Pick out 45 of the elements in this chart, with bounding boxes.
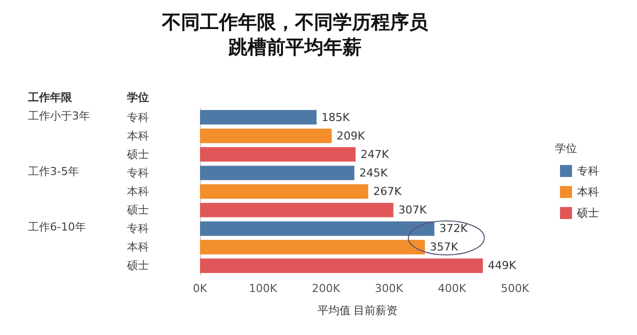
bar (200, 202, 394, 218)
y-tick-label: 专科 (127, 110, 149, 124)
x-tick-label: 300K (374, 282, 404, 295)
data-label: 372K (439, 222, 468, 236)
text: 工作年限 (27, 91, 73, 104)
x-tick-label: 500K (500, 282, 530, 295)
data-label: 307K (398, 204, 428, 217)
y-tick-label: 本科 (127, 240, 149, 254)
y-tick-label: 专科 (127, 222, 149, 236)
bar (200, 221, 434, 236)
bar (200, 110, 317, 125)
chart-title: 不同工作年限，不同学历程序员 (161, 12, 429, 34)
legend-label: 硕士 (576, 206, 599, 220)
bar (200, 166, 354, 180)
y-tick-label: 本科 (127, 185, 149, 198)
text: 工作小于3年 (28, 109, 90, 122)
y-tick-label: 硕士 (126, 148, 149, 161)
bar (200, 240, 425, 254)
bar (200, 147, 356, 162)
x-tick-label: 400K (438, 282, 467, 295)
x-axis-title: 平均值 目前薪资 (317, 304, 398, 317)
legend-label: 本科 (577, 186, 599, 198)
y-tick-label: 硕士 (126, 204, 149, 217)
x-tick-label: 0K (192, 282, 208, 295)
data-label: 245K (359, 166, 388, 180)
bar (200, 258, 483, 273)
y-tick-label: 本科 (127, 129, 149, 142)
data-label: 185K (322, 110, 351, 124)
legend-label: 专科 (577, 164, 599, 178)
x-tick-label: 200K (312, 282, 341, 295)
y-tick-label: 硕士 (126, 259, 149, 272)
legend-title: 学位 (555, 142, 577, 155)
chart-subtitle: 跳槽前平均年薪 (228, 36, 362, 58)
y-axis-title: 学位 (127, 91, 149, 104)
text: 工作6-10年 (28, 220, 86, 234)
bar (200, 128, 332, 144)
text: 工作3-5年 (28, 164, 79, 178)
data-label: 247K (360, 148, 390, 161)
bar (200, 184, 368, 199)
data-label: 209K (336, 129, 366, 142)
data-label: 357K (430, 240, 459, 254)
data-label: 449K (488, 259, 517, 272)
y-tick-label: 专科 (127, 166, 149, 180)
data-label: 267K (373, 185, 402, 198)
x-tick-label: 100K (248, 282, 278, 295)
